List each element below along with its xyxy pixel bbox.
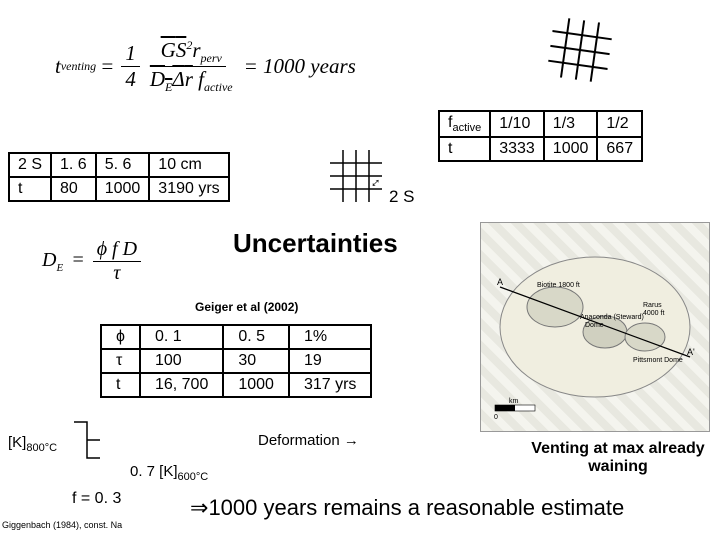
conclusion: ⇒1000 years remains a reasonable estimat…	[190, 495, 624, 521]
deformation-label: Deformation →	[258, 432, 359, 449]
cell: 19	[289, 349, 371, 373]
cell: t	[101, 373, 140, 397]
cell: 80	[51, 177, 96, 201]
k-sub-label: 0. 7 [K]600°C	[130, 463, 208, 483]
cell: 1/2	[597, 111, 642, 137]
giggenbach-citation: Giggenbach (1984), const. Na	[2, 520, 122, 530]
cell: 16, 700	[140, 373, 223, 397]
cell: 667	[597, 137, 642, 161]
cell: τ	[101, 349, 140, 373]
cell: 1000	[544, 137, 598, 161]
venting-note: Venting at max already waining	[528, 440, 708, 476]
table-bottom: ϕ 0. 1 0. 5 1% τ 100 30 19 t 16, 700 100…	[100, 324, 372, 398]
cell: 317 yrs	[289, 373, 371, 397]
cell: 1/3	[544, 111, 598, 137]
main-equation: tventing = 14 GS2rperv DEΔr factive = 10…	[55, 38, 356, 95]
k-brace-icon	[72, 420, 102, 460]
cell: 0. 5	[223, 325, 289, 349]
cell: 100	[140, 349, 223, 373]
hatch-pattern-large	[546, 16, 614, 84]
svg-text:Biotite 1800 ft: Biotite 1800 ft	[537, 282, 580, 289]
cell: 1000	[223, 373, 289, 397]
main-equation-rhs: = 1000 years	[244, 54, 356, 79]
svg-text:Anaconda (Steward): Anaconda (Steward)	[580, 314, 644, 321]
cell: 1/10	[490, 111, 544, 137]
cell: 30	[223, 349, 289, 373]
svg-text:A: A	[497, 277, 503, 287]
table-right: factive 1/10 1/3 1/2 t 3333 1000 667	[438, 110, 643, 162]
k-label: [K]800°C	[8, 434, 57, 454]
svg-text:Rarus: Rarus	[643, 302, 662, 309]
svg-text:0: 0	[494, 414, 498, 421]
label-2s: 2 S	[389, 187, 415, 207]
cell: 5. 6	[96, 153, 150, 177]
cell: 3333	[490, 137, 544, 161]
geiger-citation: Geiger et al (2002)	[195, 300, 298, 314]
cell: 0. 1	[140, 325, 223, 349]
table-left: 2 S 1. 6 5. 6 10 cm t 80 1000 3190 yrs	[8, 152, 230, 202]
svg-text:Pittsmont Dome: Pittsmont Dome	[633, 357, 683, 364]
f-equation: f = 0. 3	[72, 490, 121, 508]
svg-text:A': A'	[687, 347, 695, 357]
cell: 1. 6	[51, 153, 96, 177]
geological-map-image: A A' Biotite 1800 ft Anaconda (Steward) …	[480, 222, 710, 432]
svg-text:Dome: Dome	[585, 322, 604, 329]
svg-text:4000 ft: 4000 ft	[643, 310, 664, 317]
cell: 1000	[96, 177, 150, 201]
equation-de: DE = ϕ f D τ	[42, 238, 141, 285]
cell: 10 cm	[149, 153, 228, 177]
cell: 2 S	[9, 153, 51, 177]
cell: t	[9, 177, 51, 201]
cell: ϕ	[101, 325, 140, 349]
conclusion-text: 1000 years remains a reasonable estimate	[208, 495, 624, 520]
heading-uncertainties: Uncertainties	[233, 228, 398, 259]
arrow-icon: ⇒	[190, 495, 208, 520]
svg-text:km: km	[509, 398, 519, 405]
hatch-pattern-small	[330, 150, 382, 202]
cell: factive	[439, 111, 490, 137]
cell: 1%	[289, 325, 371, 349]
cell: t	[439, 137, 490, 161]
cell: 3190 yrs	[149, 177, 228, 201]
